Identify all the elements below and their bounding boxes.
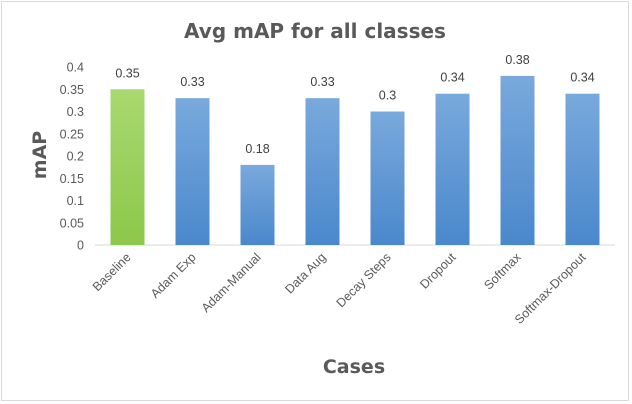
data-labels: 0.35 0.33 0.18 0.33 0.3 0.34 0.38 0.34: [115, 53, 594, 156]
bar-value-label: 0.34: [570, 71, 594, 85]
category-label: Decay Steps: [334, 250, 394, 310]
y-tick-label: 0.15: [60, 172, 84, 186]
y-tick-label: 0.35: [60, 83, 84, 97]
y-tick-label: 0.25: [60, 127, 84, 141]
y-tick-label: 0: [77, 239, 84, 253]
y-tick-label: 0.4: [67, 61, 84, 75]
bar: [175, 98, 210, 246]
category-label: Softmax: [481, 250, 524, 293]
y-tick-label: 0.05: [60, 216, 84, 230]
bar: [435, 93, 470, 245]
category-label: Data Aug: [282, 250, 328, 296]
bars: [110, 75, 600, 246]
bar: [240, 164, 275, 245]
bar-value-label: 0.38: [505, 53, 529, 67]
bar: [110, 89, 145, 245]
category-label: Softmax-Dropout: [512, 250, 589, 327]
category-label: Baseline: [90, 250, 134, 294]
bar-value-label: 0.3: [379, 89, 396, 103]
y-tick-label: 0.2: [67, 150, 84, 164]
bar-value-label: 0.33: [310, 75, 334, 89]
bar: [305, 98, 340, 246]
chart-title: Avg mAP for all classes: [184, 19, 446, 43]
bar: [565, 93, 600, 245]
y-tick-label: 0.1: [67, 194, 84, 208]
x-axis-title: Cases: [323, 356, 385, 378]
y-axis-ticks: 0 0.05 0.1 0.15 0.2 0.25 0.3 0.35 0.4: [60, 61, 84, 253]
bar: [370, 111, 405, 245]
bar-value-label: 0.34: [440, 71, 464, 85]
bar-value-label: 0.33: [180, 75, 204, 89]
category-label: Dropout: [417, 250, 459, 292]
category-label: Adam-Manual: [199, 250, 264, 315]
y-axis-title: mAP: [29, 131, 51, 180]
category-label: Adam Exp: [148, 250, 199, 301]
bar-value-label: 0.18: [245, 142, 269, 156]
bar-value-label: 0.35: [115, 66, 139, 80]
bar: [500, 75, 535, 246]
y-tick-label: 0.3: [67, 105, 84, 119]
category-labels: Baseline Adam Exp Adam-Manual Data Aug Decay…: [90, 250, 589, 327]
